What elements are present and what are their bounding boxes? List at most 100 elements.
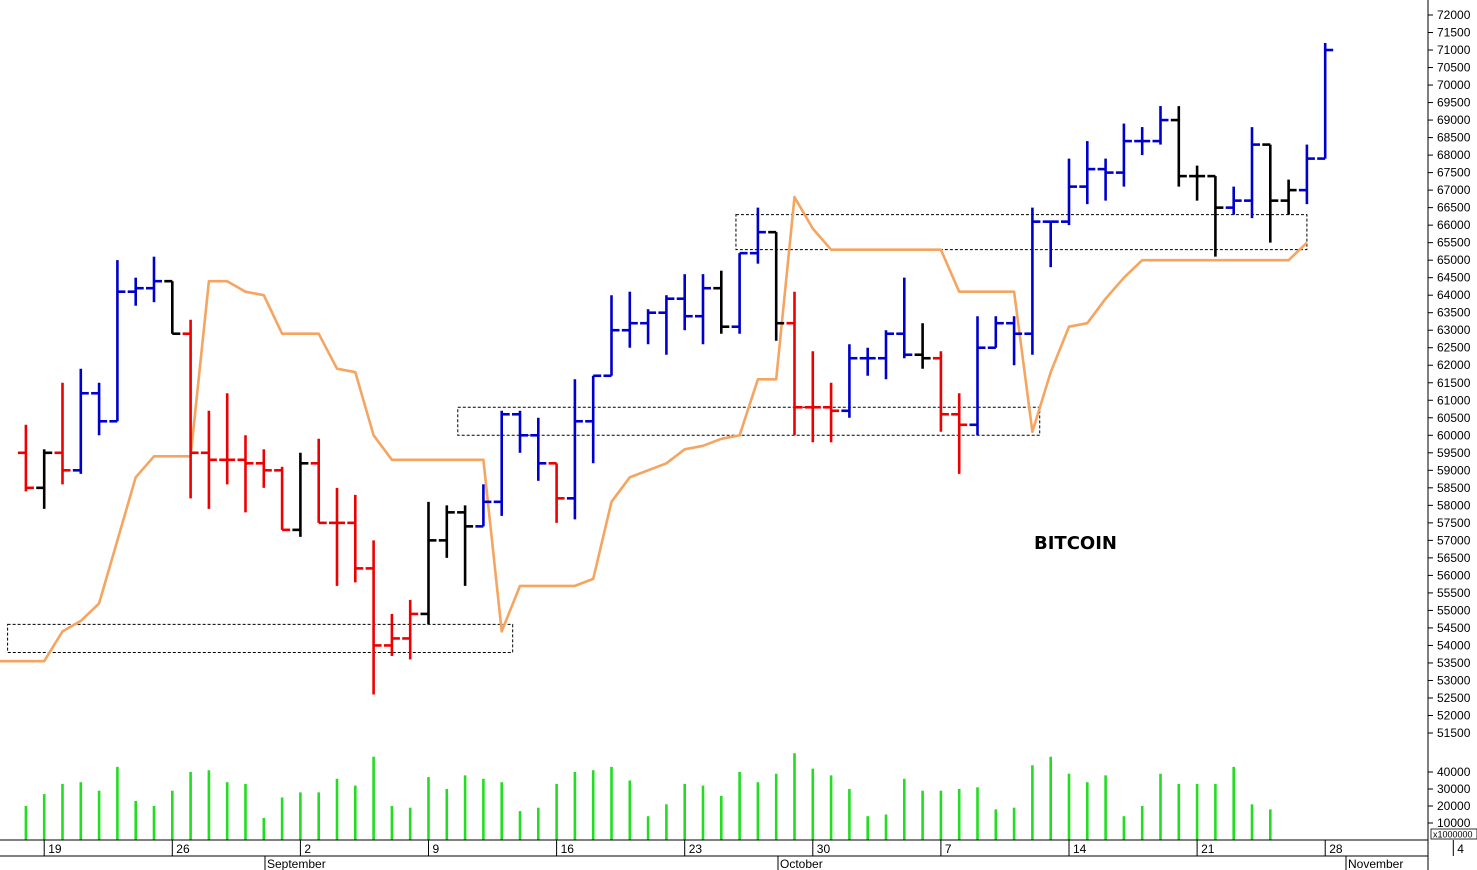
price-tick-label: 53000 <box>1437 673 1471 687</box>
date-tick-label: 19 <box>48 842 62 856</box>
volume-unit-box <box>1430 828 1477 840</box>
price-tick-label: 52500 <box>1437 691 1471 705</box>
date-tick-label: 23 <box>689 842 703 856</box>
ohlc-bar <box>310 438 327 525</box>
ohlc-bar <box>1280 179 1297 215</box>
price-tick-label: 65000 <box>1437 253 1471 267</box>
month-label: October <box>780 857 823 870</box>
ohlc-bar <box>1170 106 1187 187</box>
ohlc-bar <box>951 393 968 474</box>
price-tick-label: 67500 <box>1437 166 1471 180</box>
price-tick-label: 71000 <box>1437 43 1471 57</box>
date-tick-label: 7 <box>945 842 952 856</box>
ohlc-bar <box>585 374 602 464</box>
ohlc-bar <box>1061 158 1077 226</box>
volume-tick-label: 40000 <box>1437 765 1471 779</box>
date-tick-label: 21 <box>1201 842 1215 856</box>
ohlc-bar <box>749 207 766 264</box>
date-tick-label: 28 <box>1329 842 1343 856</box>
price-tick-label: 57000 <box>1437 533 1471 547</box>
price-tick-label: 62500 <box>1437 341 1471 355</box>
ohlc-bar <box>1317 43 1334 160</box>
ohlc-bar <box>859 347 876 376</box>
ohlc-bar <box>1225 186 1242 215</box>
zone-rect-2 <box>735 214 1308 251</box>
ohlc-bar <box>383 613 400 656</box>
ohlc-bar <box>640 309 657 345</box>
ohlc-bar <box>329 487 345 586</box>
ohlc-bar <box>621 291 638 348</box>
price-tick-label: 67000 <box>1437 183 1471 197</box>
price-tick-label: 51500 <box>1437 726 1471 740</box>
date-tick-label: 4 <box>1457 842 1464 856</box>
ohlc-bar <box>804 351 821 443</box>
volume-tick-label: 30000 <box>1437 782 1471 796</box>
date-tick-label: 26 <box>176 842 190 856</box>
ohlc-bar <box>237 435 254 513</box>
price-tick-label: 66500 <box>1437 201 1471 215</box>
price-tick-label: 70000 <box>1437 78 1471 92</box>
ohlc-bar <box>768 230 785 341</box>
ohlc-bar <box>1097 158 1114 201</box>
ohlc-bar <box>731 251 748 334</box>
chart-title: BITCOIN <box>1034 533 1117 554</box>
price-tick-label: 60000 <box>1437 428 1471 442</box>
price-tick-label: 64000 <box>1437 288 1471 302</box>
ohlc-layer <box>17 43 1334 695</box>
volume-tick-label: 10000 <box>1437 816 1471 830</box>
ohlc-bar <box>1079 141 1096 205</box>
month-label: November <box>1348 857 1403 870</box>
ohlc-bar <box>512 410 528 453</box>
ohlc-bar <box>676 274 693 331</box>
date-tick-label: 14 <box>1073 842 1087 856</box>
price-tick-label: 64500 <box>1437 271 1471 285</box>
date-tick-label: 16 <box>561 842 575 856</box>
price-tick-label: 70500 <box>1437 61 1471 75</box>
ohlc-bar <box>1134 127 1151 156</box>
price-tick-label: 56500 <box>1437 551 1471 565</box>
month-label: September <box>267 857 326 870</box>
price-tick-label: 72000 <box>1437 8 1471 22</box>
zones-layer <box>7 214 1308 653</box>
ohlc-bar <box>1152 106 1169 145</box>
price-tick-label: 53500 <box>1437 656 1471 670</box>
price-tick-label: 58000 <box>1437 498 1471 512</box>
price-tick-label: 54500 <box>1437 621 1471 635</box>
ohlc-bar <box>1189 165 1206 201</box>
ohlc-bar <box>658 295 675 355</box>
price-tick-label: 71500 <box>1437 26 1471 40</box>
ohlc-bar <box>695 274 711 345</box>
overlay-line <box>0 195 1308 663</box>
ohlc-bar <box>548 462 565 523</box>
price-tick-label: 55500 <box>1437 586 1471 600</box>
ohlc-bar <box>72 368 89 474</box>
ohlc-bar <box>841 344 858 418</box>
ohlc-bar <box>347 494 364 583</box>
ohlc-bar <box>987 316 1004 350</box>
ohlc-bar <box>713 270 730 334</box>
ohlc-bar <box>36 449 53 509</box>
ohlc-bar <box>786 291 803 436</box>
price-tick-label: 68000 <box>1437 148 1471 162</box>
price-tick-label: 63000 <box>1437 323 1471 337</box>
price-tick-label: 68500 <box>1437 131 1471 145</box>
zone-rect-0 <box>7 623 514 653</box>
date-tick-label: 30 <box>817 842 831 856</box>
ohlc-bar <box>896 277 913 359</box>
ohlc-bar <box>969 316 986 436</box>
price-tick-label: 58500 <box>1437 481 1471 495</box>
ohlc-bar <box>530 417 547 481</box>
ohlc-bar <box>182 319 199 499</box>
ohlc-bar <box>1298 144 1315 205</box>
price-tick-label: 61000 <box>1437 393 1471 407</box>
price-tick-label: 52000 <box>1437 708 1471 722</box>
ohlc-bar <box>1207 174 1224 257</box>
ohlc-bar <box>475 484 492 528</box>
overlay-layer <box>0 195 1308 663</box>
ohlc-bar <box>1115 123 1132 187</box>
ohlc-bar <box>457 505 474 586</box>
ohlc-bar <box>1006 316 1023 366</box>
ohlc-bar <box>292 452 309 537</box>
ohlc-bar <box>219 393 236 485</box>
